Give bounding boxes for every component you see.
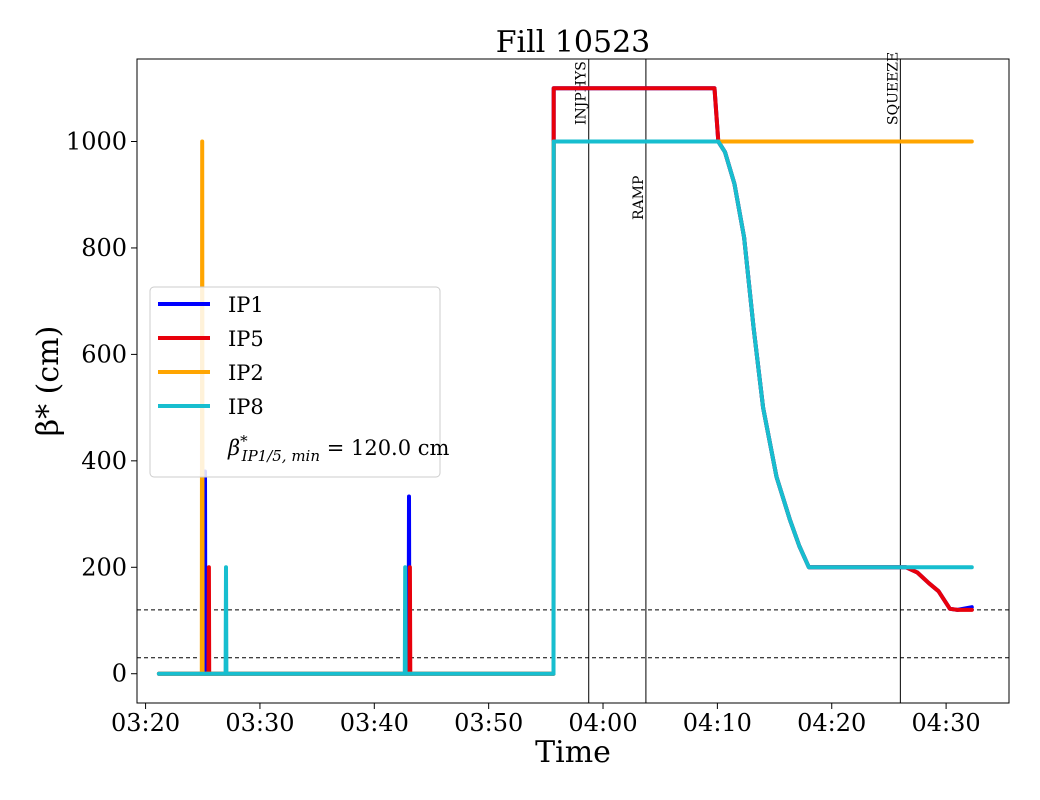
y-axis-label: β* (cm) xyxy=(31,326,66,437)
legend-beta-min-label: β* IP1/5, min = 120.0 cm xyxy=(227,432,450,465)
legend-box xyxy=(149,286,441,478)
legend-label-ip8: IP8 xyxy=(228,395,264,419)
y-tick-label: 200 xyxy=(81,553,127,581)
y-tick-label: 800 xyxy=(81,234,127,262)
y-tick-label: 0 xyxy=(112,660,127,688)
reference-lines xyxy=(137,609,1009,659)
series-layer xyxy=(156,86,974,676)
series-line-ip8 xyxy=(156,139,974,676)
legend-label-ip1: IP1 xyxy=(228,293,264,317)
y-tick-label: 1000 xyxy=(66,127,127,155)
legend-label-ip5: IP5 xyxy=(228,327,264,351)
phase-label-injphys: INJPHYS xyxy=(574,61,590,125)
chart-title: Fill 10523 xyxy=(496,25,651,60)
x-axis-ticks: 03:20 03:30 03:40 03:50 04:00 04:10 04:20 04:30 xyxy=(111,703,981,737)
phase-lines: INJPHYS RAMP SQUEEZE xyxy=(574,52,901,703)
phase-label-ramp: RAMP xyxy=(631,176,647,220)
plot-frame xyxy=(136,58,1010,704)
x-tick-label: 03:20 xyxy=(111,709,180,737)
y-tick-label: 600 xyxy=(81,340,127,368)
x-tick-label: 03:40 xyxy=(340,709,409,737)
x-axis-label: Time xyxy=(535,735,611,770)
x-tick-label: 04:30 xyxy=(912,709,981,737)
legend-label-ip2: IP2 xyxy=(228,361,264,385)
x-tick-label: 03:50 xyxy=(454,709,523,737)
y-tick-label: 400 xyxy=(81,447,127,475)
x-tick-label: 04:00 xyxy=(568,709,637,737)
phase-label-squeeze: SQUEEZE xyxy=(885,52,901,125)
x-tick-label: 03:30 xyxy=(225,709,294,737)
legend: IP1 IP5 IP2 IP8 β* IP1/5, min = 120.0 cm xyxy=(149,286,450,478)
y-axis-ticks: 0 200 400 600 800 1000 xyxy=(66,127,137,688)
x-tick-label: 04:20 xyxy=(797,709,866,737)
x-tick-label: 04:10 xyxy=(683,709,752,737)
